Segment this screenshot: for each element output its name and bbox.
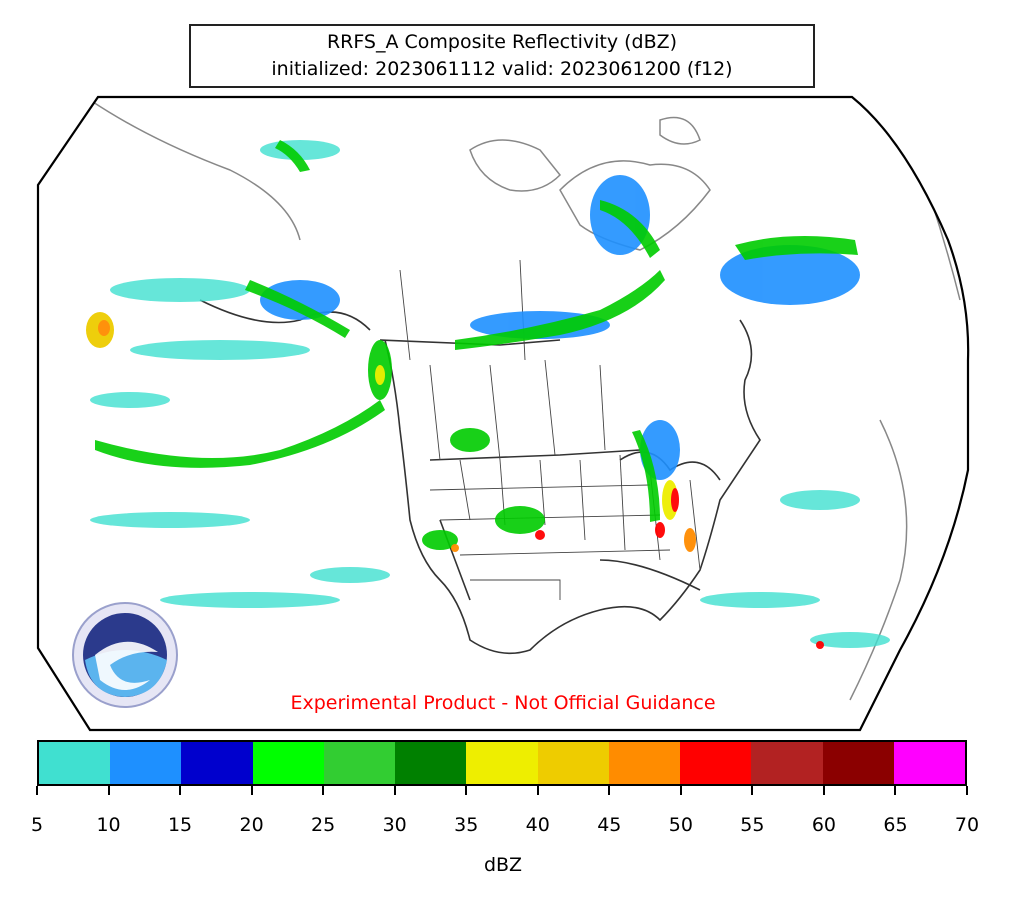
colorbar	[37, 740, 967, 786]
colorbar-segment	[466, 742, 538, 784]
map-subtitle: initialized: 2023061112 valid: 202306120…	[271, 58, 733, 80]
reflectivity-green	[95, 140, 858, 550]
north-america-outline	[199, 299, 761, 655]
colorbar-segment	[181, 742, 253, 784]
reflectivity-light	[90, 140, 890, 648]
colorbar-segment	[751, 742, 823, 784]
colorbar-tick-label: 55	[740, 814, 765, 836]
colorbar-tick-label: 65	[883, 814, 908, 836]
colorbar-ticks: 5 10 15 20 25 30 35 40 45 50 55 60 65 70	[31, 786, 979, 836]
reflectivity-map	[36, 95, 970, 732]
colorbar-segment	[680, 742, 752, 784]
reflectivity-intense	[86, 312, 824, 649]
colorbar-tick-label: 25	[311, 814, 336, 836]
colorbar-segment	[822, 742, 894, 784]
colorbar-tick-label: 50	[668, 814, 693, 836]
colorbar-tick	[966, 786, 968, 795]
colorbar-tick-label: 30	[382, 814, 407, 836]
noaa-logo	[72, 602, 178, 708]
colorbar-tick	[822, 786, 825, 795]
map-title-box: RRFS_A Composite Reflectivity (dBZ) init…	[189, 24, 815, 88]
colorbar-tick	[465, 786, 468, 795]
colorbar-tick-label: 60	[811, 814, 837, 836]
colorbar-tick	[107, 786, 110, 795]
colorbar-tick	[179, 786, 182, 795]
colorbar-segment	[323, 742, 396, 784]
colorbar-tick	[751, 786, 754, 795]
colorbar-segment	[110, 742, 182, 784]
colorbar-tick-label: 20	[239, 814, 264, 836]
map-title: RRFS_A Composite Reflectivity (dBZ)	[326, 31, 678, 53]
colorbar-tick	[608, 786, 611, 795]
colorbar-tick	[679, 786, 682, 795]
colorbar-segment	[893, 742, 966, 784]
colorbar-tick	[250, 786, 253, 795]
colorbar-segment	[395, 742, 467, 784]
colorbar-tick	[322, 786, 325, 795]
coastline-outlines	[89, 99, 961, 701]
colorbar-segment	[608, 742, 681, 784]
colorbar-tick-label: 70	[954, 814, 980, 836]
colorbar-tick-label: 5	[30, 814, 44, 836]
colorbar-tick-label: 40	[525, 814, 550, 836]
colorbar-tick-label: 15	[167, 814, 193, 836]
colorbar-segment	[39, 742, 111, 784]
colorbar-tick	[393, 786, 396, 795]
experimental-warning: Experimental Product - Not Official Guid…	[290, 692, 716, 714]
colorbar-tick-label: 35	[454, 814, 479, 836]
colorbar-tick	[536, 786, 539, 795]
colorbar-label: dBZ	[483, 854, 523, 876]
colorbar-tick	[894, 786, 897, 795]
colorbar-segment	[537, 742, 609, 784]
colorbar-segment	[252, 742, 324, 784]
colorbar-tick	[36, 786, 38, 795]
colorbar-tick-label: 45	[597, 814, 622, 836]
map-frame	[36, 95, 970, 732]
colorbar-tick-label: 10	[96, 814, 121, 836]
